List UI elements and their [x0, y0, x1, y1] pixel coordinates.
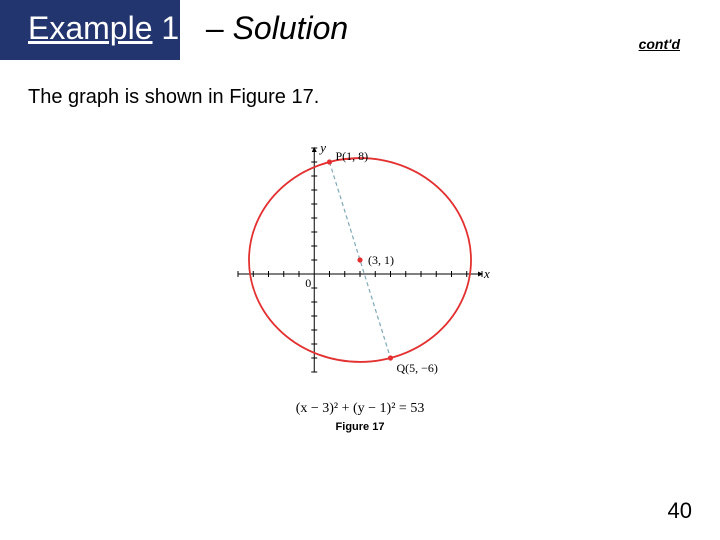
body-text: The graph is shown in Figure 17. [28, 86, 319, 109]
svg-text:P(1, 8): P(1, 8) [336, 149, 369, 163]
svg-text:Q(5, −6): Q(5, −6) [397, 361, 438, 375]
svg-text:(3, 1): (3, 1) [368, 253, 394, 267]
page-number: 40 [668, 498, 692, 524]
header-example-word: Example [28, 10, 153, 46]
figure-equation: (x − 3)² + (y − 1)² = 53 [180, 401, 540, 417]
figure-svg: 0 x y P(1, 8) (3, 1) Q(5, −6) [220, 130, 500, 390]
slide-header: Example 10 – Solution cont'd [0, 0, 720, 60]
figure-caption: Figure 17 [180, 421, 540, 433]
header-contd: cont'd [639, 36, 680, 52]
header-dash: – [197, 10, 233, 46]
header-title: Example 10 – Solution [28, 10, 348, 47]
header-number: 10 [161, 10, 197, 46]
svg-text:x: x [483, 266, 490, 281]
header-solution-word: Solution [233, 10, 349, 46]
svg-text:y: y [318, 140, 326, 155]
figure-wrap: 0 x y P(1, 8) (3, 1) Q(5, −6) (x − 3)² + (y −… [180, 130, 540, 433]
svg-text:0: 0 [305, 276, 311, 290]
